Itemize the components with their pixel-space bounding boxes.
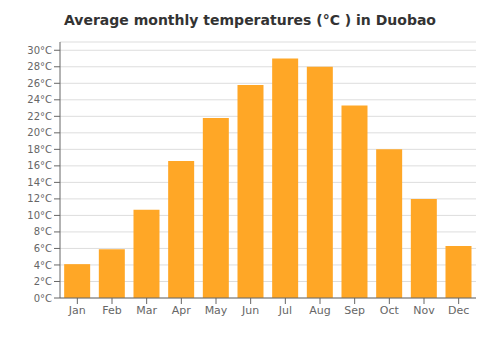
svg-text:Jan: Jan: [68, 304, 86, 317]
svg-text:6°C: 6°C: [34, 243, 52, 254]
svg-text:2°C: 2°C: [34, 276, 52, 287]
html-text:Average monthly temperatures (: Average monthly temperatures (°C ) in Du…: [64, 12, 436, 28]
svg-text:0°C: 0°C: [34, 293, 52, 304]
svg-text:14°C: 14°C: [27, 177, 52, 188]
svg-text:Jul: Jul: [278, 304, 292, 317]
svg-text:22°C: 22°C: [27, 111, 52, 122]
svg-text:Jun: Jun: [241, 304, 259, 317]
svg-text:Oct: Oct: [380, 304, 400, 317]
svg-text:20°C: 20°C: [27, 127, 52, 138]
svg-text:Feb: Feb: [102, 304, 121, 317]
svg-text:24°C: 24°C: [27, 94, 52, 105]
svg-text:Dec: Dec: [448, 304, 469, 317]
svg-text:May: May: [205, 304, 228, 317]
svg-text:4°C: 4°C: [34, 260, 52, 271]
svg-text:Mar: Mar: [136, 304, 157, 317]
svg-text:18°C: 18°C: [27, 144, 52, 155]
svg-text:12°C: 12°C: [27, 193, 52, 204]
svg-text:Aug: Aug: [309, 304, 330, 317]
svg-text:Nov: Nov: [413, 304, 435, 317]
svg-text:30°C: 30°C: [27, 45, 52, 56]
svg-text:Sep: Sep: [344, 304, 365, 317]
svg-text:16°C: 16°C: [27, 160, 52, 171]
svg-text:26°C: 26°C: [27, 78, 52, 89]
svg-text:8°C: 8°C: [34, 226, 52, 237]
svg-text:10°C: 10°C: [27, 210, 52, 221]
svg-text:28°C: 28°C: [27, 61, 52, 72]
svg-text:Apr: Apr: [172, 304, 192, 317]
